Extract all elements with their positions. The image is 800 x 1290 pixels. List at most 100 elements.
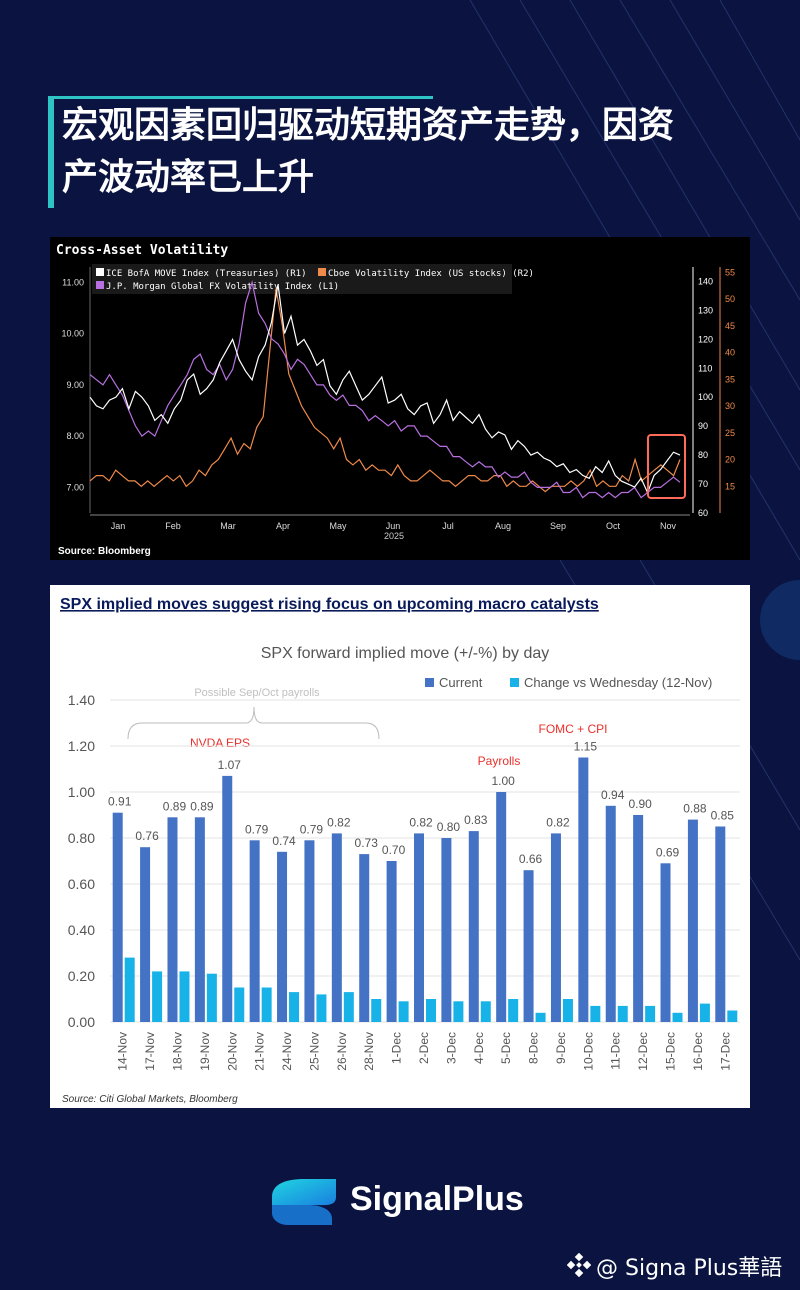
chart-title: SPX forward implied move (+/-%) by day bbox=[261, 645, 550, 662]
bar-change-8-Dec bbox=[535, 1012, 546, 1022]
bar-current-17-Dec bbox=[715, 826, 726, 1022]
x-tick-3: Apr bbox=[276, 521, 290, 531]
bar-current-4-Dec bbox=[468, 831, 479, 1022]
chart-source: Source: Citi Global Markets, Bloomberg bbox=[62, 1094, 238, 1105]
x-tick-25-Nov: 25-Nov bbox=[307, 1032, 321, 1071]
page-title: 宏观因素回归驱动短期资产走势，因资 产波动率已上升 bbox=[62, 100, 762, 204]
r1-tick-7: 70 bbox=[698, 479, 708, 489]
r1-tick-6: 80 bbox=[698, 450, 708, 460]
r1-tick-8: 60 bbox=[698, 508, 708, 518]
legend-label-move: ICE BofA MOVE Index (Treasuries) (R1) bbox=[106, 269, 306, 279]
bar-label-12-Dec: 0.90 bbox=[628, 797, 652, 811]
legend-swatch-fx bbox=[96, 281, 104, 289]
brand-name: SignalPlus bbox=[350, 1180, 524, 1218]
bar-current-5-Dec bbox=[496, 792, 507, 1022]
x-tick-9-Dec: 9-Dec bbox=[554, 1032, 568, 1064]
bar-current-18-Nov bbox=[167, 817, 178, 1022]
r2-tick-3: 40 bbox=[725, 348, 735, 358]
bar-change-12-Dec bbox=[645, 1005, 656, 1022]
title-accent-line bbox=[48, 96, 433, 99]
y-tick-3: 0.80 bbox=[68, 830, 95, 846]
bar-label-9-Dec: 0.82 bbox=[546, 815, 570, 829]
x-tick-11-Dec: 11-Dec bbox=[609, 1032, 623, 1070]
bar-label-8-Dec: 0.66 bbox=[519, 852, 543, 866]
bar-change-24-Nov bbox=[289, 992, 300, 1022]
bar-label-17-Nov: 0.76 bbox=[135, 829, 159, 843]
signalplus-logo-icon bbox=[272, 1179, 336, 1225]
left-tick-2: 9.00 bbox=[66, 380, 84, 390]
legend: ICE BofA MOVE Index (Treasuries) (R1) Cb… bbox=[92, 264, 534, 294]
x-tick-15-Dec: 15-Dec bbox=[664, 1032, 678, 1071]
left-tick-0: 11.00 bbox=[62, 277, 84, 287]
bar-current-15-Dec bbox=[660, 863, 671, 1022]
x-tick-0: Jan bbox=[111, 521, 126, 531]
bar-change-28-Nov bbox=[371, 999, 382, 1022]
bar-change-20-Nov bbox=[234, 987, 245, 1022]
x-axis: 14-Nov 17-Nov 18-Nov 19-Nov 20-Nov 21-Nov 24-N… bbox=[116, 1032, 733, 1071]
x-tick-2: Mar bbox=[220, 521, 236, 531]
bar-current-28-Nov bbox=[359, 854, 370, 1022]
series-lines bbox=[89, 280, 681, 499]
legend-label-current: Current bbox=[439, 675, 483, 690]
x-tick-20-Nov: 20-Nov bbox=[225, 1032, 239, 1071]
bar-change-4-Dec bbox=[480, 1001, 491, 1022]
r2-tick-8: 15 bbox=[725, 481, 735, 491]
x-tick-6: Jul bbox=[442, 521, 454, 531]
bar-current-16-Dec bbox=[687, 819, 698, 1022]
bar-change-16-Dec bbox=[699, 1003, 710, 1022]
series-line-r1 bbox=[89, 284, 681, 495]
legend-swatch-current bbox=[425, 678, 434, 687]
bar-current-3-Dec bbox=[441, 838, 452, 1022]
bar-label-14-Nov: 0.91 bbox=[108, 795, 132, 809]
legend-label-vix: Cboe Volatility Index (US stocks) (R2) bbox=[328, 269, 534, 279]
x-tick-5: Jun bbox=[386, 521, 401, 531]
bar-change-2-Dec bbox=[426, 999, 436, 1022]
annotation-fomc: FOMC + CPI bbox=[538, 722, 607, 736]
bar-label-28-Nov: 0.73 bbox=[355, 836, 379, 850]
bar-current-20-Nov bbox=[222, 775, 233, 1022]
panel-header: SPX implied moves suggest rising focus o… bbox=[60, 596, 599, 613]
bar-change-3-Dec bbox=[453, 1001, 464, 1022]
r1-tick-4: 100 bbox=[698, 392, 713, 402]
r2-tick-7: 20 bbox=[725, 455, 735, 465]
bar-change-17-Nov bbox=[152, 971, 163, 1022]
highlight-box bbox=[647, 434, 686, 499]
bar-current-25-Nov bbox=[304, 840, 315, 1022]
bar-label-25-Nov: 0.79 bbox=[300, 822, 324, 836]
y-tick-2: 1.00 bbox=[68, 784, 95, 800]
series-line-l1 bbox=[89, 280, 681, 499]
r1-tick-3: 110 bbox=[698, 363, 712, 373]
bar-label-1-Dec: 0.70 bbox=[382, 843, 406, 857]
x-tick-18-Nov: 18-Nov bbox=[170, 1032, 184, 1071]
r2-tick-0: 55 bbox=[725, 267, 735, 277]
spx-implied-move-panel: SPX implied moves suggest rising focus o… bbox=[50, 585, 750, 1108]
y-tick-6: 0.20 bbox=[68, 968, 95, 984]
bar-current-17-Nov bbox=[140, 847, 151, 1022]
bar-label-20-Nov: 1.07 bbox=[218, 758, 242, 772]
r2-tick-2: 45 bbox=[725, 321, 735, 331]
right-axis-r2: 55 50 45 40 35 30 25 20 15 bbox=[719, 267, 735, 513]
bar-change-19-Nov bbox=[206, 973, 217, 1022]
x-tick-26-Nov: 26-Nov bbox=[335, 1032, 349, 1071]
legend-swatch-change bbox=[510, 678, 519, 687]
annotation-brace bbox=[127, 706, 380, 740]
bar-current-11-Dec bbox=[605, 805, 616, 1022]
r1-tick-1: 130 bbox=[698, 305, 713, 315]
bar-current-24-Nov bbox=[277, 851, 288, 1022]
x-axis: Jan Feb Mar Apr May Jun Jul Aug Sep Oct Nov bbox=[90, 514, 690, 531]
bar-label-26-Nov: 0.82 bbox=[327, 815, 351, 829]
y-tick-0: 1.40 bbox=[68, 692, 95, 708]
bar-change-9-Dec bbox=[562, 999, 573, 1022]
bar-change-14-Nov bbox=[124, 957, 135, 1022]
bar-current-12-Dec bbox=[633, 815, 644, 1022]
x-tick-4: May bbox=[329, 521, 347, 531]
annotation-nvda: NVDA EPS bbox=[190, 736, 250, 750]
y-axis: 1.40 1.20 1.00 0.80 0.60 0.40 0.20 0.00 bbox=[68, 692, 95, 1030]
x-tick-24-Nov: 24-Nov bbox=[280, 1032, 294, 1071]
bar-label-2-Dec: 0.82 bbox=[409, 815, 433, 829]
series-line-r2 bbox=[89, 288, 681, 493]
legend-swatch-vix bbox=[318, 268, 326, 276]
r2-tick-6: 25 bbox=[725, 428, 735, 438]
bar-label-5-Dec: 1.00 bbox=[491, 774, 515, 788]
left-tick-4: 7.00 bbox=[66, 482, 84, 492]
